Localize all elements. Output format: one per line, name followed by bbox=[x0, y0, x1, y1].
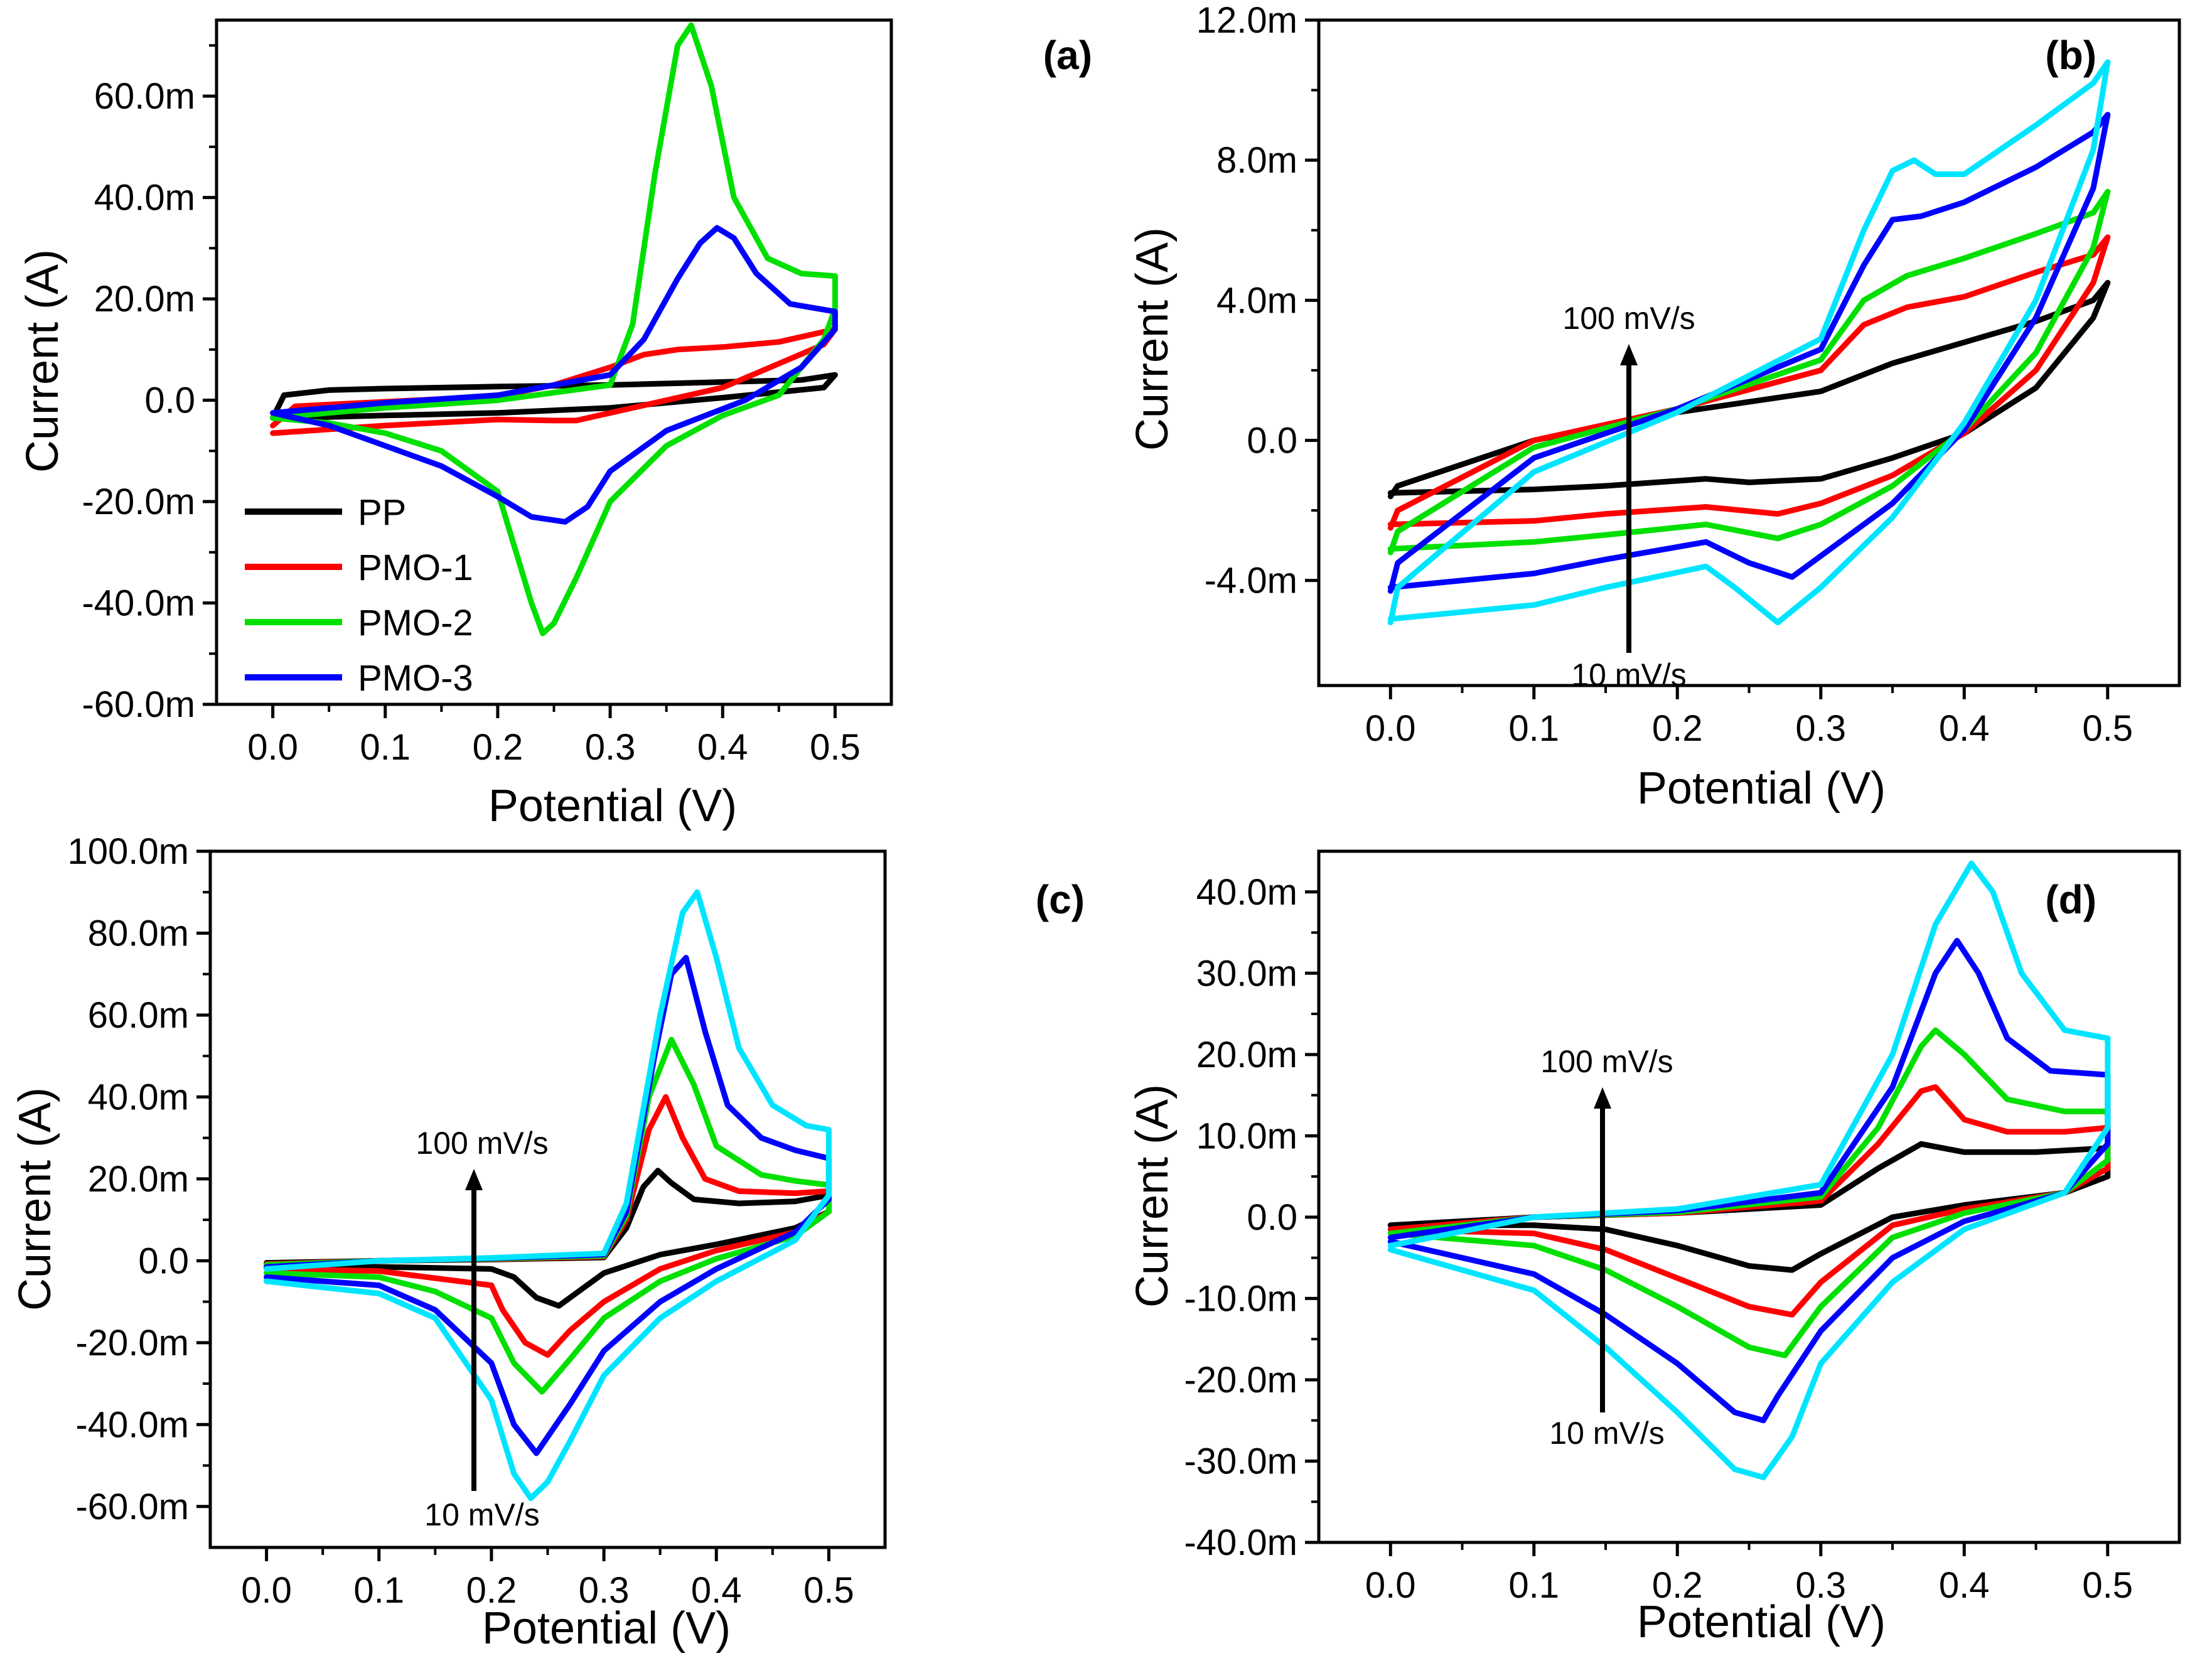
y-tick-label: 20.0m bbox=[94, 279, 195, 320]
y-tick-label: 0.0 bbox=[1247, 1197, 1297, 1238]
y-tick-label: 4.0m bbox=[1216, 280, 1297, 321]
y-tick-label: -30.0m bbox=[1184, 1441, 1297, 1482]
x-tick-label: 0.1 bbox=[1508, 708, 1559, 749]
y-axis-title: Current (A) bbox=[1127, 227, 1178, 451]
y-tick-label: -4.0m bbox=[1205, 561, 1297, 601]
y-tick-label: -60.0m bbox=[75, 1487, 189, 1527]
y-tick-label: -40.0m bbox=[82, 583, 195, 624]
y-axis-title: Current (A) bbox=[10, 1087, 60, 1311]
y-axis-title: Current (A) bbox=[18, 249, 68, 473]
series-line-100-mv-s bbox=[1387, 860, 2111, 1480]
y-axis-title: Current (A) bbox=[1127, 1084, 1178, 1308]
x-tick-label: 0.3 bbox=[1795, 1565, 1846, 1606]
x-tick-label: 0.0 bbox=[247, 727, 298, 768]
x-axis-title: Potential (V) bbox=[482, 1603, 731, 1654]
y-tick-label: 60.0m bbox=[94, 76, 195, 117]
y-tick-label: -20.0m bbox=[1184, 1360, 1297, 1401]
annotation-bottom: 10 mV/s bbox=[424, 1497, 539, 1532]
y-tick-label: 40.0m bbox=[1196, 872, 1297, 913]
legend-entry: PMO-1 bbox=[358, 547, 473, 588]
series-line-10-mv-s bbox=[1387, 1141, 2111, 1273]
series-line-80-mv-s bbox=[1387, 938, 2111, 1424]
y-tick-label: 0.0 bbox=[144, 380, 195, 421]
y-tick-label: -60.0m bbox=[82, 684, 195, 725]
x-tick-label: 0.2 bbox=[473, 727, 523, 768]
x-tick-label: 0.3 bbox=[585, 727, 636, 768]
series-line-20-mv-s bbox=[1387, 234, 2111, 531]
y-tick-label: -40.0m bbox=[75, 1404, 189, 1445]
x-axis-title: Potential (V) bbox=[1637, 763, 1886, 814]
scan-rate-arrow-head bbox=[465, 1169, 483, 1190]
y-tick-label: 30.0m bbox=[1196, 953, 1297, 994]
panel-c: 0.0 0.1 0.2 0.3 0.4 0.5 -60.0m -40.0m -20.0m 0.0 2… bbox=[10, 831, 1085, 1654]
x-tick-label: 0.0 bbox=[241, 1570, 292, 1611]
x-tick-label: 0.1 bbox=[360, 727, 411, 768]
x-tick-label: 0.3 bbox=[1795, 708, 1846, 749]
x-tick-label: 0.0 bbox=[1365, 1565, 1416, 1606]
panel-tag: (b) bbox=[2045, 33, 2097, 78]
x-tick-label: 0.0 bbox=[1365, 708, 1416, 749]
x-axis-title: Potential (V) bbox=[1637, 1597, 1886, 1647]
y-tick-label: 100.0m bbox=[68, 831, 189, 872]
series-line-100-mv-s bbox=[1387, 59, 2111, 626]
x-tick-label: 0.1 bbox=[353, 1570, 404, 1611]
x-tick-label: 0.4 bbox=[1939, 1565, 1990, 1606]
y-tick-label: 0.0 bbox=[138, 1240, 189, 1281]
annotation-top: 100 mV/s bbox=[1562, 301, 1695, 336]
annotation-bottom: 10 mV/s bbox=[1571, 657, 1686, 692]
x-tick-label: 0.2 bbox=[1652, 708, 1703, 749]
scan-rate-arrow-head bbox=[1594, 1087, 1611, 1109]
x-axis-title: Potential (V) bbox=[488, 781, 737, 831]
panel-d: 0.0 0.1 0.2 0.3 0.4 0.5 -40.0m -30.0m -20.0m -10.… bbox=[1127, 849, 2181, 1647]
legend-entry: PMO-2 bbox=[358, 603, 473, 643]
y-tick-label: 60.0m bbox=[88, 995, 189, 1036]
y-tick-label: 10.0m bbox=[1196, 1116, 1297, 1156]
panel-tag: (a) bbox=[1043, 33, 1092, 78]
series-line-10-mv-s bbox=[1387, 279, 2111, 500]
legend-entry: PMO-3 bbox=[358, 658, 473, 699]
x-tick-label: 0.1 bbox=[1508, 1565, 1559, 1606]
x-tick-label: 0.4 bbox=[697, 727, 748, 768]
y-tick-label: -40.0m bbox=[1184, 1522, 1297, 1563]
x-tick-label: 0.3 bbox=[579, 1570, 630, 1611]
y-tick-label: 0.0 bbox=[1247, 420, 1297, 461]
annotation-top: 100 mV/s bbox=[1540, 1044, 1673, 1079]
x-tick-label: 0.2 bbox=[1652, 1565, 1703, 1606]
annotation-bottom: 10 mV/s bbox=[1549, 1416, 1664, 1451]
x-tick-label: 0.2 bbox=[466, 1570, 517, 1611]
x-tick-label: 0.4 bbox=[1939, 708, 1990, 749]
series-line-80-mv-s bbox=[1387, 112, 2111, 594]
y-tick-label: 20.0m bbox=[1196, 1035, 1297, 1075]
y-tick-label: 80.0m bbox=[88, 913, 189, 954]
x-tick-label: 0.4 bbox=[691, 1570, 742, 1611]
series-line-50-mv-s bbox=[1387, 188, 2111, 556]
panel-b: 0.0 0.1 0.2 0.3 0.4 0.5 -4.0m 0.0 4.0m 8.0m 12.0m P… bbox=[1127, 0, 2181, 814]
y-tick-label: 8.0m bbox=[1216, 140, 1297, 181]
y-tick-label: 20.0m bbox=[88, 1159, 189, 1200]
panel-tag: (c) bbox=[1036, 877, 1085, 922]
x-tick-label: 0.5 bbox=[2082, 708, 2133, 749]
x-tick-label: 0.5 bbox=[803, 1570, 854, 1611]
panel-tag: (d) bbox=[2045, 877, 2097, 922]
x-tick-label: 0.5 bbox=[2082, 1565, 2133, 1606]
panel-a: 0.0 0.1 0.2 0.3 0.4 0.5 -60.0m -40.0m -20.0m 0.0 2… bbox=[18, 18, 1092, 831]
series-line-pp bbox=[270, 372, 838, 421]
annotation-top: 100 mV/s bbox=[416, 1126, 548, 1161]
scan-rate-arrow-head bbox=[1620, 344, 1638, 365]
y-tick-label: -10.0m bbox=[1184, 1278, 1297, 1319]
series-line-100-mv-s bbox=[264, 889, 832, 1502]
y-tick-label: -20.0m bbox=[82, 481, 195, 522]
y-tick-label: 40.0m bbox=[88, 1077, 189, 1117]
x-tick-label: 0.5 bbox=[810, 727, 861, 768]
y-tick-label: 12.0m bbox=[1196, 0, 1297, 41]
y-tick-label: 40.0m bbox=[94, 178, 195, 218]
legend-entry: PP bbox=[358, 492, 406, 533]
y-tick-label: -20.0m bbox=[75, 1323, 189, 1363]
series-line-pmo-3 bbox=[270, 225, 838, 525]
